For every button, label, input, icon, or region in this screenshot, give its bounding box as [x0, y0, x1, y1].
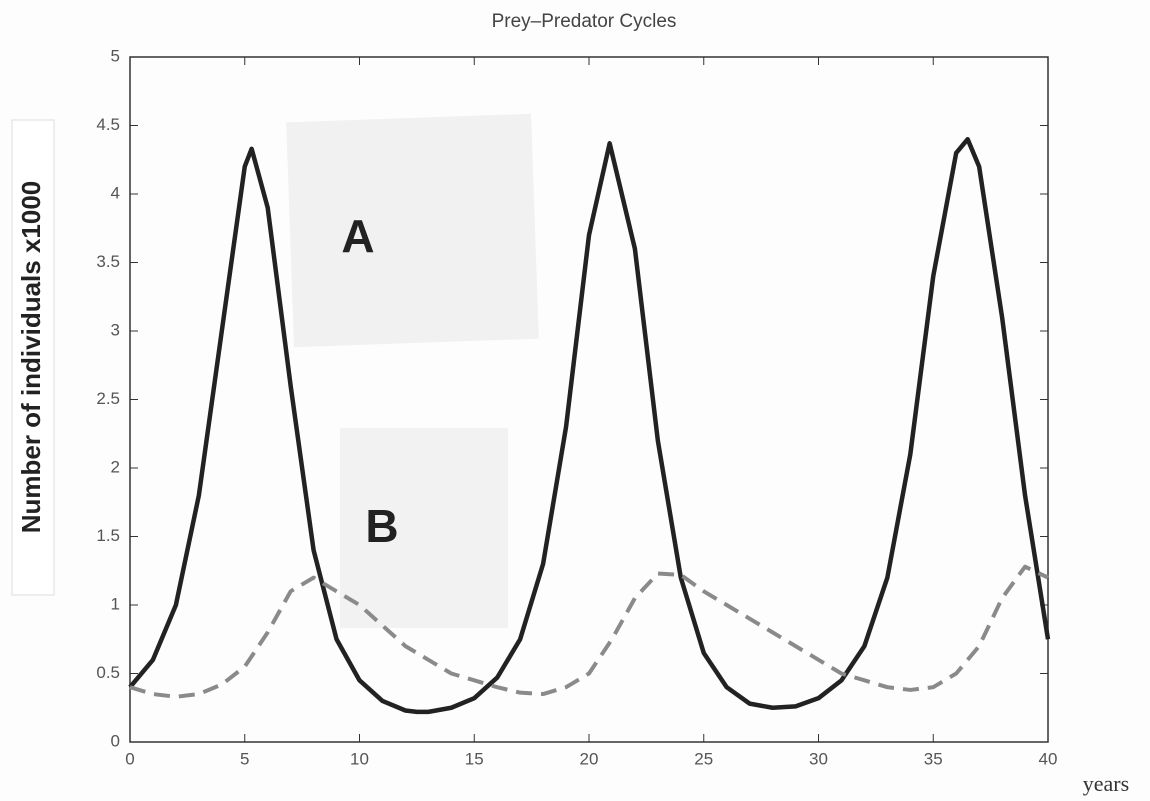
y-label-box [11, 119, 55, 596]
y-tick-label: 4 [111, 183, 120, 202]
y-tick-label: 3 [111, 320, 120, 339]
x-tick-label: 35 [924, 749, 943, 768]
y-tick-label: 1 [111, 594, 120, 613]
y-tick-label: 5 [111, 46, 120, 65]
chart-title: Prey–Predator Cycles [492, 11, 677, 32]
photo-predator [340, 428, 508, 628]
x-tick-label: 15 [465, 749, 484, 768]
y-tick-label: 1.5 [96, 526, 120, 545]
y-tick-label: 0 [111, 731, 120, 750]
x-tick-label: 30 [809, 749, 828, 768]
y-tick-label: 2.5 [96, 389, 120, 408]
y-tick-label: 4.5 [96, 115, 120, 134]
x-tick-label: 25 [694, 749, 713, 768]
y-tick-label: 0.5 [96, 663, 120, 682]
x-tick-label: 0 [125, 749, 134, 768]
x-axis-label: years [1083, 771, 1129, 796]
photo-prey [286, 113, 539, 348]
y-tick-label: 2 [111, 457, 120, 476]
annotation: A [341, 210, 374, 262]
x-tick-label: 20 [580, 749, 599, 768]
series-line [128, 136, 1051, 715]
x-tick-label: 5 [240, 749, 249, 768]
x-tick-label: 10 [350, 749, 369, 768]
y-tick-label: 3.5 [96, 252, 120, 271]
series-line [129, 564, 1049, 699]
annotation: B [365, 500, 398, 552]
x-tick-label: 40 [1039, 749, 1058, 768]
y-axis-label: Number of individuals x1000 [16, 181, 46, 534]
